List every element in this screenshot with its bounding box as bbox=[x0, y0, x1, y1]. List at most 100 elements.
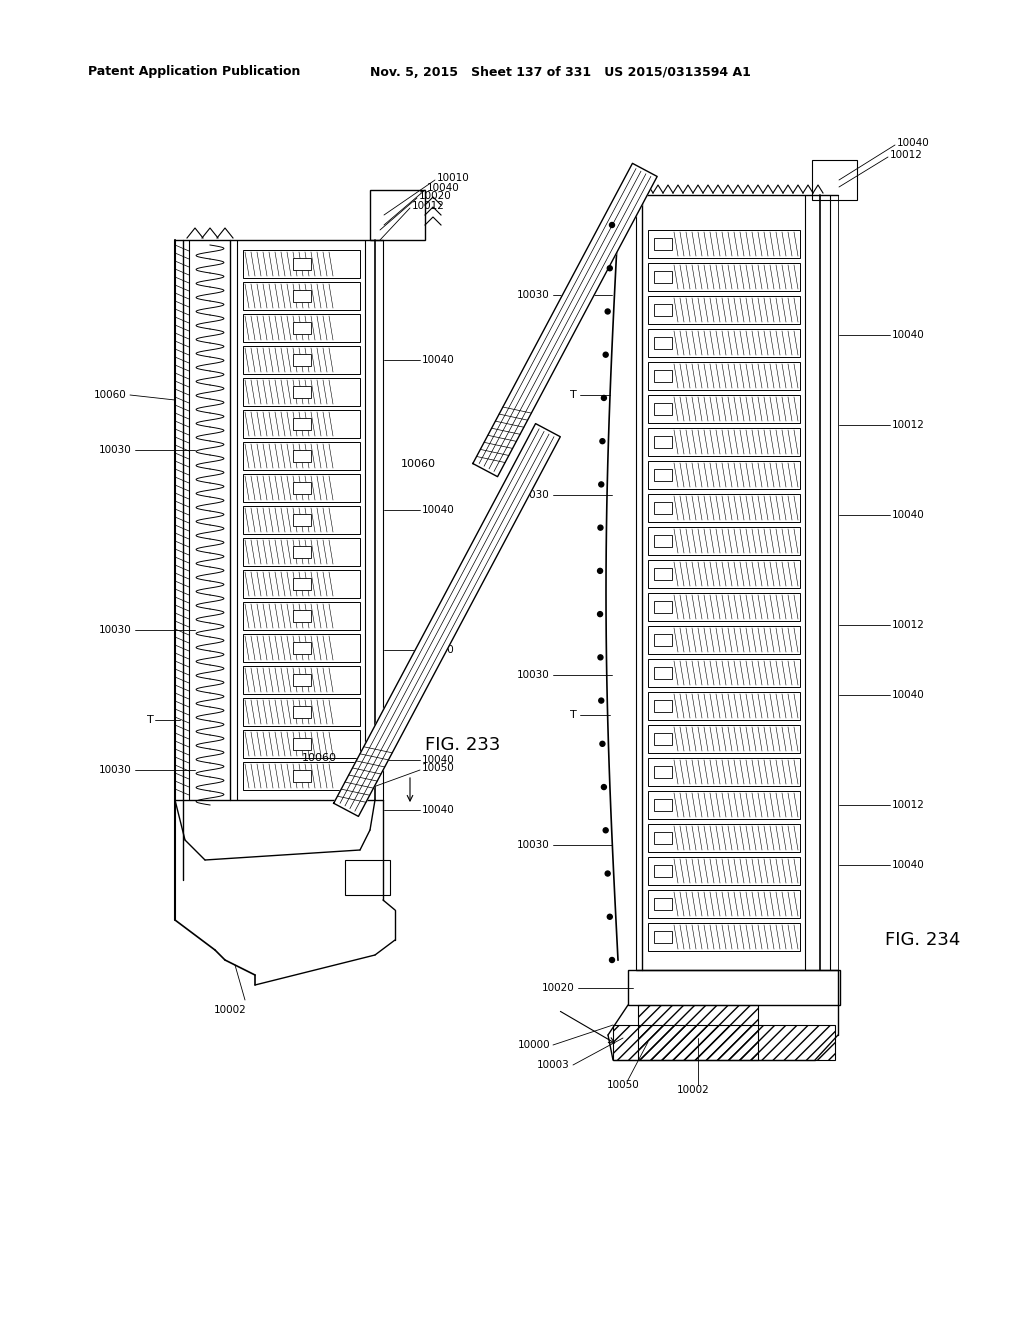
Bar bbox=[293, 290, 310, 302]
Text: 10040: 10040 bbox=[892, 861, 925, 870]
Bar bbox=[243, 282, 360, 310]
Bar bbox=[293, 482, 310, 494]
Bar bbox=[654, 766, 672, 777]
Bar bbox=[654, 370, 672, 381]
Text: 10030: 10030 bbox=[517, 671, 550, 680]
Text: 10020: 10020 bbox=[419, 191, 452, 201]
Text: 10040: 10040 bbox=[422, 805, 455, 814]
Text: 10012: 10012 bbox=[890, 150, 923, 160]
Bar bbox=[243, 634, 360, 663]
Bar bbox=[654, 271, 672, 282]
Text: T: T bbox=[569, 389, 577, 400]
Bar bbox=[293, 770, 310, 781]
Circle shape bbox=[601, 784, 606, 789]
Bar bbox=[243, 602, 360, 630]
Bar bbox=[654, 865, 672, 876]
Bar bbox=[654, 799, 672, 810]
Text: 10030: 10030 bbox=[99, 766, 132, 775]
Bar bbox=[648, 626, 800, 653]
Bar bbox=[243, 762, 360, 789]
Text: 10040: 10040 bbox=[422, 506, 455, 515]
Text: 10002: 10002 bbox=[677, 1085, 710, 1096]
Text: 10040: 10040 bbox=[427, 183, 460, 193]
Text: 10040: 10040 bbox=[422, 755, 455, 766]
Bar bbox=[293, 675, 310, 686]
Bar bbox=[654, 403, 672, 414]
Circle shape bbox=[600, 438, 605, 444]
Bar bbox=[648, 263, 800, 290]
Text: 10003: 10003 bbox=[538, 1060, 570, 1071]
Bar bbox=[243, 411, 360, 438]
Bar bbox=[654, 634, 672, 645]
Bar bbox=[648, 527, 800, 554]
Bar bbox=[243, 346, 360, 374]
Bar bbox=[648, 494, 800, 521]
Bar bbox=[370, 190, 425, 240]
Bar bbox=[243, 570, 360, 598]
Text: 10012: 10012 bbox=[892, 620, 925, 630]
Bar bbox=[628, 970, 840, 1005]
Text: 10060: 10060 bbox=[302, 752, 337, 763]
Text: 10040: 10040 bbox=[422, 645, 455, 655]
Bar bbox=[648, 296, 800, 323]
Bar bbox=[293, 354, 310, 366]
Bar bbox=[293, 322, 310, 334]
Bar bbox=[648, 692, 800, 719]
Text: 10000: 10000 bbox=[517, 1040, 550, 1049]
Text: 10040: 10040 bbox=[892, 330, 925, 341]
Bar bbox=[243, 539, 360, 566]
Text: 10040: 10040 bbox=[897, 139, 930, 148]
Text: 10060: 10060 bbox=[401, 459, 436, 469]
Bar bbox=[648, 857, 800, 884]
Text: 10012: 10012 bbox=[892, 800, 925, 810]
Bar bbox=[654, 337, 672, 348]
Bar bbox=[648, 461, 800, 488]
Bar bbox=[648, 824, 800, 851]
Circle shape bbox=[598, 525, 603, 531]
Bar bbox=[654, 832, 672, 843]
Text: 10012: 10012 bbox=[412, 201, 444, 211]
Circle shape bbox=[599, 482, 604, 487]
Bar bbox=[648, 923, 800, 950]
Circle shape bbox=[607, 265, 612, 271]
Text: 10030: 10030 bbox=[517, 490, 550, 500]
Bar bbox=[293, 546, 310, 558]
Bar bbox=[654, 469, 672, 480]
Circle shape bbox=[603, 352, 608, 358]
Bar bbox=[243, 698, 360, 726]
Bar bbox=[293, 706, 310, 718]
Bar bbox=[654, 898, 672, 909]
Text: 10020: 10020 bbox=[543, 983, 575, 993]
Bar bbox=[243, 474, 360, 502]
Circle shape bbox=[609, 223, 614, 227]
Circle shape bbox=[605, 871, 610, 876]
Circle shape bbox=[609, 957, 614, 962]
Bar bbox=[293, 418, 310, 430]
Bar bbox=[243, 506, 360, 535]
Bar bbox=[293, 450, 310, 462]
Bar bbox=[648, 395, 800, 422]
Bar bbox=[648, 659, 800, 686]
Text: 10030: 10030 bbox=[517, 840, 550, 850]
Text: Nov. 5, 2015   Sheet 137 of 331   US 2015/0313594 A1: Nov. 5, 2015 Sheet 137 of 331 US 2015/03… bbox=[370, 66, 751, 78]
Text: 10030: 10030 bbox=[99, 624, 132, 635]
Text: 10040: 10040 bbox=[422, 355, 455, 366]
Circle shape bbox=[605, 309, 610, 314]
Polygon shape bbox=[473, 164, 657, 477]
Bar bbox=[293, 610, 310, 622]
Text: 10030: 10030 bbox=[517, 290, 550, 300]
Circle shape bbox=[600, 742, 605, 746]
Bar bbox=[293, 738, 310, 750]
Bar bbox=[293, 578, 310, 590]
Bar bbox=[654, 733, 672, 744]
Text: 10012: 10012 bbox=[892, 420, 925, 430]
Bar bbox=[654, 568, 672, 579]
Text: 10050: 10050 bbox=[422, 763, 455, 774]
Bar bbox=[648, 593, 800, 620]
Circle shape bbox=[601, 396, 606, 400]
Bar bbox=[648, 758, 800, 785]
Circle shape bbox=[607, 915, 612, 919]
Bar bbox=[648, 428, 800, 455]
Bar bbox=[654, 304, 672, 315]
Bar bbox=[243, 667, 360, 694]
